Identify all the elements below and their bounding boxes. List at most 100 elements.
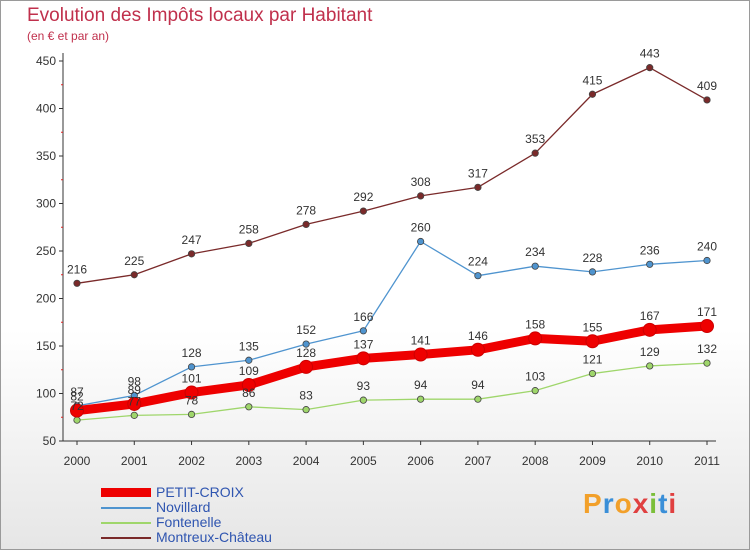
data-point — [642, 322, 657, 337]
data-label: 82 — [70, 390, 84, 404]
data-label: 152 — [296, 323, 316, 337]
data-point — [356, 351, 371, 366]
data-label: 228 — [582, 251, 602, 265]
data-label: 72 — [70, 399, 84, 413]
x-tick-label: 2001 — [121, 454, 148, 468]
data-point — [359, 327, 367, 335]
data-point — [531, 262, 539, 270]
data-label: 240 — [697, 240, 717, 254]
data-point — [474, 183, 482, 191]
x-tick-label: 2000 — [64, 454, 91, 468]
data-label: 137 — [353, 337, 373, 351]
data-label: 166 — [353, 310, 373, 324]
x-tick-label: 2011 — [694, 454, 720, 468]
y-tick-label: 150 — [36, 339, 56, 353]
data-point — [73, 416, 81, 424]
data-label: 443 — [640, 47, 660, 61]
data-point — [703, 96, 711, 104]
data-label: 278 — [296, 203, 316, 217]
data-label: 158 — [525, 317, 545, 331]
data-point — [359, 396, 367, 404]
data-label: 224 — [468, 255, 488, 269]
x-tick-label: 2010 — [636, 454, 663, 468]
y-tick-label: 100 — [36, 387, 56, 401]
data-point — [703, 256, 711, 265]
data-label: 260 — [411, 221, 431, 235]
legend-swatch — [101, 522, 151, 524]
data-point — [588, 369, 597, 378]
data-label: 258 — [239, 222, 259, 236]
data-label: 167 — [640, 309, 660, 323]
series-line-montreux-ch-teau — [76, 67, 708, 284]
data-label: 146 — [468, 329, 488, 343]
data-label: 317 — [468, 166, 488, 180]
data-point — [299, 359, 314, 374]
y-tick-label: 350 — [36, 149, 56, 163]
data-point — [413, 347, 428, 362]
data-point — [417, 237, 425, 246]
data-label: 77 — [128, 394, 142, 408]
data-label: 89 — [128, 383, 142, 397]
data-label: 103 — [525, 370, 545, 384]
y-tick-label: 300 — [36, 197, 56, 211]
y-tick-label: 50 — [43, 434, 57, 448]
data-label: 308 — [411, 175, 431, 189]
data-point — [302, 340, 310, 348]
data-point — [528, 331, 543, 346]
x-tick-label: 2006 — [407, 454, 434, 468]
legend-swatch — [101, 488, 151, 497]
data-label: 141 — [411, 334, 431, 348]
data-label: 247 — [182, 233, 202, 247]
data-point — [474, 272, 482, 280]
x-tick-label: 2004 — [293, 454, 320, 468]
data-label: 87 — [70, 385, 84, 399]
data-label: 415 — [582, 73, 602, 87]
x-tick-label: 2009 — [579, 454, 606, 468]
data-label: 129 — [640, 345, 660, 359]
data-label: 101 — [182, 372, 202, 386]
x-tick-label: 2007 — [465, 454, 492, 468]
proxiti-logo: Proxiti — [583, 488, 678, 519]
data-point — [585, 334, 600, 349]
data-point — [302, 406, 310, 414]
chart-subtitle: (en € et par an) — [27, 29, 110, 43]
data-point — [531, 149, 539, 157]
data-label: 94 — [471, 378, 485, 392]
data-point — [245, 239, 253, 247]
data-point — [127, 396, 142, 411]
data-label: 83 — [299, 389, 313, 403]
data-point — [130, 271, 138, 279]
data-point — [70, 403, 84, 418]
x-tick-label: 2008 — [522, 454, 549, 468]
data-point — [474, 395, 482, 403]
data-point — [531, 387, 539, 395]
data-point — [417, 192, 425, 200]
data-label: 98 — [128, 374, 142, 388]
data-label: 155 — [582, 320, 602, 334]
data-point — [187, 250, 196, 258]
legend-label: Novillard — [156, 499, 211, 515]
data-label: 128 — [296, 346, 316, 360]
data-label: 353 — [525, 132, 545, 146]
data-label: 171 — [697, 305, 717, 319]
data-point — [241, 377, 256, 392]
chart-title: Evolution des Impôts locaux par Habitant — [27, 5, 373, 26]
x-tick-label: 2002 — [178, 454, 205, 468]
data-label: 78 — [185, 393, 199, 407]
data-point — [73, 279, 81, 287]
data-point — [588, 268, 597, 276]
legend-label: Fontenelle — [156, 514, 222, 530]
y-tick-label: 200 — [36, 292, 56, 306]
data-label: 234 — [525, 245, 545, 259]
data-label: 225 — [124, 254, 144, 268]
data-label: 216 — [67, 262, 87, 276]
data-point — [703, 359, 711, 367]
data-point — [359, 207, 367, 215]
data-point — [184, 385, 199, 400]
data-point — [245, 356, 253, 364]
x-tick-label: 2003 — [235, 454, 262, 468]
legend-swatch — [101, 537, 151, 539]
series-line-novillard — [76, 240, 708, 407]
